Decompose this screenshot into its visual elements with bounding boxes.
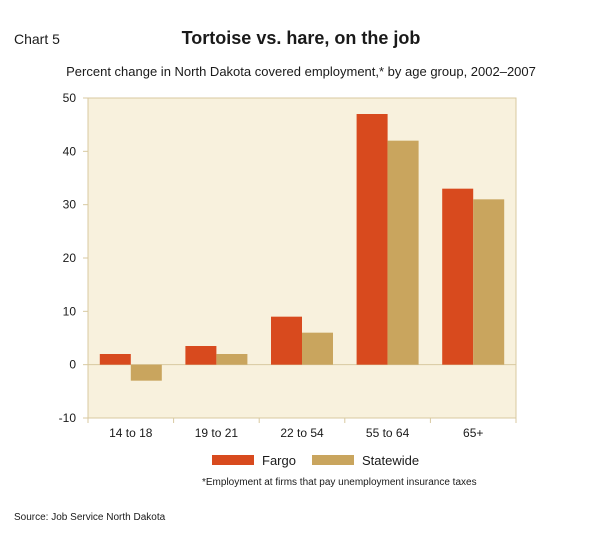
bars	[88, 114, 516, 381]
y-axis: -10 0 10 20 30 40 50	[59, 91, 88, 425]
legend-label-fargo: Fargo	[262, 453, 296, 468]
bar-fargo-55-to-64	[356, 114, 388, 365]
legend-swatch-statewide	[312, 455, 354, 465]
chart-subtitle: Percent change in North Dakota covered e…	[66, 64, 536, 79]
y-tick-label: 40	[63, 144, 77, 158]
bar-statewide-55-to-64	[387, 140, 419, 365]
legend-label-statewide: Statewide	[362, 453, 419, 468]
legend: Fargo Statewide	[212, 453, 419, 468]
x-tick-label: 22 to 54	[280, 426, 324, 440]
y-tick-label: 30	[63, 198, 77, 212]
y-tick-label: -10	[59, 411, 77, 425]
footnote: *Employment at firms that pay unemployme…	[202, 477, 477, 488]
bar-statewide-14-to-18	[130, 364, 162, 381]
y-tick-label: 20	[63, 251, 77, 265]
y-tick-label: 0	[69, 358, 76, 372]
bar-statewide-22-to-54	[302, 332, 333, 365]
bar-fargo-14-to-18	[99, 354, 131, 365]
x-tick-label: 65+	[463, 426, 483, 440]
bar-fargo-22-to-54	[271, 316, 302, 365]
y-tick-label: 10	[63, 304, 77, 318]
chart-title: Tortoise vs. hare, on the job	[182, 28, 421, 48]
bar-statewide-19-to-21	[216, 354, 248, 365]
source-note: Source: Job Service North Dakota	[14, 512, 166, 523]
bar-fargo-19-to-21	[185, 346, 217, 365]
x-tick-label: 14 to 18	[109, 426, 153, 440]
x-tick-label: 55 to 64	[366, 426, 410, 440]
y-tick-label: 50	[63, 91, 77, 105]
legend-swatch-fargo	[212, 455, 254, 465]
chart-number: Chart 5	[14, 31, 60, 47]
x-tick-label: 19 to 21	[195, 426, 239, 440]
bar-statewide-65-	[473, 199, 505, 365]
x-axis: 14 to 18 19 to 21 22 to 54 55 to 64 65+	[87, 418, 517, 440]
bar-fargo-65-	[442, 188, 474, 365]
